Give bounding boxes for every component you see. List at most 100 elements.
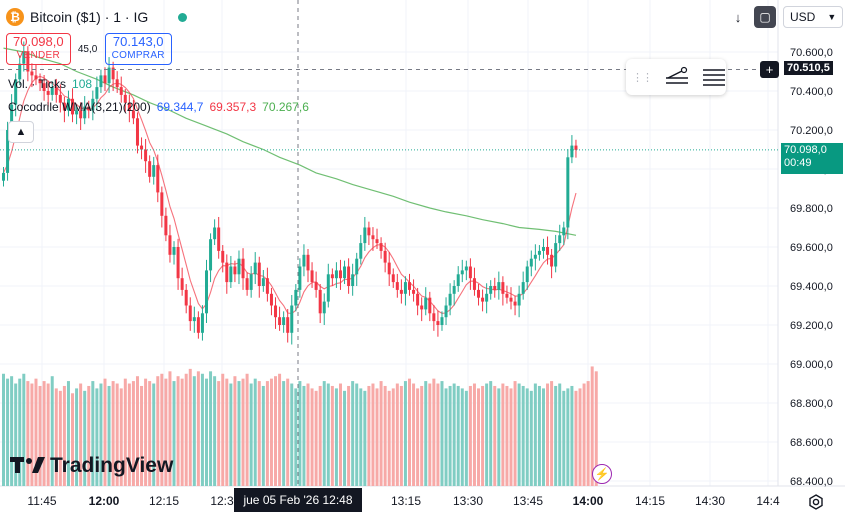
candle-body	[172, 247, 176, 255]
candle-body	[42, 83, 46, 91]
candle-body	[253, 262, 257, 275]
volume-bar	[493, 385, 497, 486]
volume-bar	[294, 388, 298, 486]
candle-body	[46, 91, 50, 95]
volume-bar	[286, 378, 290, 486]
candle-body	[420, 305, 424, 310]
candle-body	[164, 215, 168, 236]
candle-body	[79, 110, 83, 119]
candle-body	[326, 274, 330, 302]
candle-body	[371, 235, 375, 240]
volume-bar	[481, 385, 485, 486]
indicator-value-3: 70.267,6	[262, 100, 309, 114]
indicator-legend[interactable]: Cocodrile WMA(3,21)(200) 69.344,7 69.357…	[8, 100, 309, 114]
candle-body	[428, 297, 432, 314]
volume-bar	[184, 373, 188, 486]
candle-body	[176, 247, 180, 279]
candle-body	[148, 161, 152, 177]
volume-bar	[192, 376, 196, 486]
symbol-title[interactable]: Bitcoin ($1) · 1 · IG	[30, 9, 149, 25]
candle-body	[103, 75, 107, 84]
candle-body	[38, 79, 42, 84]
candle-body	[468, 266, 472, 279]
candle-body	[209, 239, 213, 271]
buy-button[interactable]: 70.143,0 COMPRAR	[104, 33, 172, 65]
volume-bar	[14, 383, 18, 486]
candle-body	[525, 266, 529, 283]
spread-value: 45,0	[77, 43, 98, 55]
time-tick-label: 13:45	[513, 494, 543, 508]
volume-bar	[217, 381, 221, 486]
candle-body	[456, 274, 460, 286]
volume-legend[interactable]: Vol. · Ticks 108	[8, 77, 92, 91]
sell-label: VENDER	[16, 50, 61, 61]
candle-body	[62, 102, 66, 111]
lightning-icon[interactable]: ⚡	[592, 464, 612, 484]
volume-bar	[444, 388, 448, 486]
candle-body	[322, 301, 326, 314]
volume-bar	[525, 388, 529, 486]
volume-bar	[249, 383, 253, 486]
tradingview-logo[interactable]: TradingView	[10, 454, 173, 478]
candle-body	[318, 289, 322, 314]
volume-bar	[18, 378, 22, 486]
volume-bar	[468, 385, 472, 486]
trend-line-icon[interactable]	[664, 66, 689, 88]
candle-body	[529, 258, 533, 267]
candle-body	[200, 313, 204, 333]
candle-body	[477, 289, 481, 298]
time-tick-label: 14:4	[756, 494, 780, 508]
scroll-down-button[interactable]: ↓	[727, 6, 749, 28]
candle-body	[334, 270, 338, 279]
currency-select[interactable]: USD ▼	[783, 6, 843, 28]
candle-body	[537, 250, 541, 255]
candle-body	[144, 149, 148, 162]
volume-bar	[140, 385, 144, 486]
volume-bar	[505, 385, 509, 486]
candle-body	[343, 266, 347, 279]
candle-body	[505, 293, 509, 298]
candle-body	[472, 278, 476, 290]
volume-bar	[550, 381, 554, 486]
volume-bar	[448, 385, 452, 486]
candle-body	[464, 266, 468, 271]
volume-bar	[586, 381, 590, 486]
volume-bar	[278, 373, 282, 486]
volume-bar	[546, 383, 550, 486]
candle-body	[156, 165, 160, 193]
candle-body	[566, 157, 570, 228]
volume-bar	[521, 385, 525, 486]
volume-bar	[209, 371, 213, 486]
candle-body	[75, 110, 79, 115]
volume-bar	[188, 368, 192, 486]
volume-bar	[424, 381, 428, 486]
crosshair-price-tag: 70.510,5	[784, 61, 833, 75]
candle-body	[160, 192, 164, 216]
drawing-toolbar[interactable]: ⋮⋮	[626, 59, 726, 95]
add-alert-icon[interactable]: +	[760, 61, 779, 78]
volume-bar	[541, 388, 545, 486]
volume-bar	[574, 390, 578, 486]
sell-button[interactable]: 70.098,0 VENDER	[6, 33, 71, 65]
horizontal-lines-icon[interactable]	[701, 66, 726, 88]
candle-body	[217, 227, 221, 251]
candle-body	[282, 317, 286, 325]
symbol-header[interactable]: ₿ Bitcoin ($1) · 1 · IG	[6, 8, 188, 26]
grip-icon[interactable]: ⋮⋮	[632, 71, 653, 84]
volume-bar	[229, 383, 233, 486]
candle-body	[99, 75, 103, 88]
candle-body	[269, 293, 273, 306]
volume-bar	[26, 381, 30, 486]
last-price-value: 70.098,0	[784, 144, 827, 156]
volume-bar	[257, 381, 261, 486]
settings-gear-icon[interactable]	[808, 494, 824, 510]
candle-body	[533, 254, 537, 259]
candle-body	[83, 106, 87, 119]
candle-body	[521, 282, 525, 294]
snapshot-button[interactable]: ▢	[754, 6, 776, 28]
volume-bar	[10, 376, 14, 486]
collapse-legend-button[interactable]: ▲	[8, 121, 34, 143]
volume-bar	[58, 390, 62, 486]
volume-bar	[38, 385, 42, 486]
